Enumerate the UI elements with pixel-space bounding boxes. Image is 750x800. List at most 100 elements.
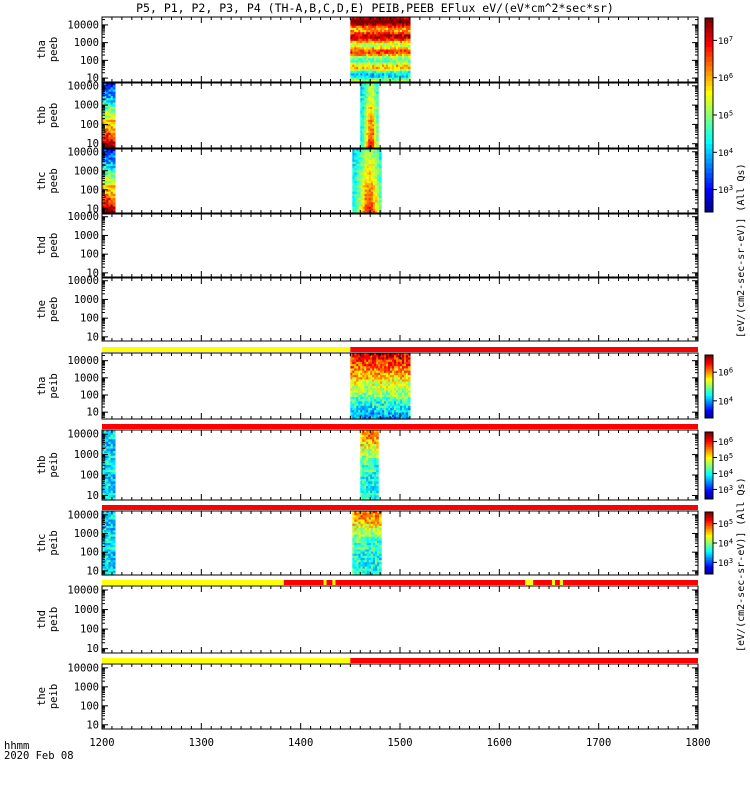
spectrogram-cell (392, 53, 395, 57)
spectrogram-cell (368, 109, 371, 112)
spectrogram-cell (352, 40, 355, 44)
spectrogram-cell (378, 79, 381, 83)
spectrogram-cell (354, 19, 357, 22)
spectrogram-cell (386, 43, 389, 46)
spectrogram-cell (368, 355, 371, 358)
spectrogram-cell (354, 397, 357, 400)
spectrogram-cell (368, 181, 372, 184)
spectrogram-cell (112, 549, 116, 553)
spectrogram-cell (392, 45, 395, 48)
spectrogram-cell (356, 523, 360, 527)
spectrogram-cell (370, 202, 374, 206)
spectrogram-cell (108, 174, 112, 178)
spectrogram-cell (356, 557, 360, 561)
spectrogram-cell (112, 572, 116, 576)
spectrogram-cell (401, 17, 405, 20)
spectrogram-cell (374, 36, 377, 40)
spectrogram-cell (360, 71, 363, 74)
spectrogram-cell (364, 96, 367, 99)
spectrogram-cell (372, 115, 375, 119)
spectrogram-cell (366, 181, 370, 184)
spectrogram-cell (384, 47, 387, 51)
spectrogram-cell (362, 486, 365, 489)
spectrogram-cell (394, 392, 397, 396)
spectrogram-cell (352, 359, 355, 363)
spectrogram-cell (372, 106, 375, 110)
spectrogram-cell (110, 176, 114, 180)
spectrogram-cell (403, 69, 407, 72)
spectrogram-cell (366, 157, 370, 161)
spectrogram-cell (110, 486, 114, 489)
spectrogram-cell (384, 386, 387, 389)
spectrogram-cell (384, 379, 387, 383)
spectrogram-cell (374, 25, 377, 29)
spectrogram-cell (368, 45, 371, 48)
spectrogram-cell (376, 38, 379, 42)
spectrogram-cell (110, 139, 114, 143)
spectrogram-cell (405, 25, 409, 29)
spectrogram-cell (370, 149, 374, 152)
spectrogram-cell (102, 149, 105, 152)
spectrogram-cell (392, 49, 395, 53)
spectrogram-cell (390, 381, 393, 385)
spectrogram-cell (110, 543, 114, 546)
spectrogram-cell (366, 462, 369, 466)
spectrogram-cell (354, 566, 358, 570)
spectrogram-cell (390, 64, 393, 68)
spectrogram-cell (405, 32, 409, 35)
spectrogram-cell (108, 528, 112, 531)
spectrogram-cell (392, 386, 395, 389)
spectrogram-cell (352, 159, 355, 163)
spectrogram-cell (368, 104, 371, 108)
spectrogram-cell (364, 172, 368, 176)
spectrogram-cell (110, 451, 114, 454)
spectrogram-cell (384, 370, 387, 374)
spectrogram-cell (370, 368, 373, 372)
y-tick-label: 1000 (74, 372, 99, 384)
spectrogram-cell (360, 467, 363, 471)
spectrogram-cell (372, 49, 375, 53)
spectrogram-cell (356, 372, 359, 376)
spectrogram-cell (364, 45, 367, 48)
spectrogram-cell (374, 381, 377, 385)
spectrogram-cell (376, 458, 379, 461)
spectrogram-cell (372, 128, 375, 132)
spectrogram-cell (401, 49, 405, 53)
spectrogram-cell (106, 161, 110, 165)
spectrogram-cell (104, 458, 107, 461)
spectrogram-cell (392, 359, 395, 363)
spectrogram-cell (106, 551, 110, 555)
spectrogram-cell (350, 357, 353, 361)
spectrogram-cell (386, 60, 389, 64)
spectrogram-cell (354, 547, 358, 550)
spectrogram-cell (108, 119, 112, 123)
spectrogram-cell (370, 366, 373, 369)
spectrogram-cell (112, 545, 116, 548)
spectrogram-cell (354, 73, 357, 77)
spectrogram-cell (360, 430, 363, 433)
spectrogram-cell (110, 549, 114, 553)
spectrogram-cell (368, 58, 371, 61)
spectrogram-cell (392, 392, 395, 396)
spectrogram-cell (360, 161, 364, 165)
spectrogram-cell (368, 172, 372, 176)
spectrogram-cell (356, 185, 360, 188)
spectrogram-cell (396, 19, 399, 22)
spectrogram-cell (394, 390, 397, 394)
spectrogram-cell (407, 71, 411, 74)
spectrogram-cell (386, 51, 389, 55)
spectrogram-cell (110, 126, 114, 130)
spectrogram-cell (400, 392, 403, 396)
spectrogram-cell (372, 372, 375, 376)
spectrogram-cell (356, 198, 360, 201)
spectrogram-cell (398, 416, 401, 420)
spectrogram-cell (352, 572, 355, 576)
spectrogram-cell (364, 145, 367, 149)
spectrogram-cell (112, 202, 116, 206)
spectrogram-cell (352, 151, 355, 154)
spectrogram-cell (398, 366, 401, 369)
spectrogram-cell (390, 410, 393, 413)
spectrogram-cell (106, 525, 110, 529)
spectrogram-cell (366, 412, 369, 416)
